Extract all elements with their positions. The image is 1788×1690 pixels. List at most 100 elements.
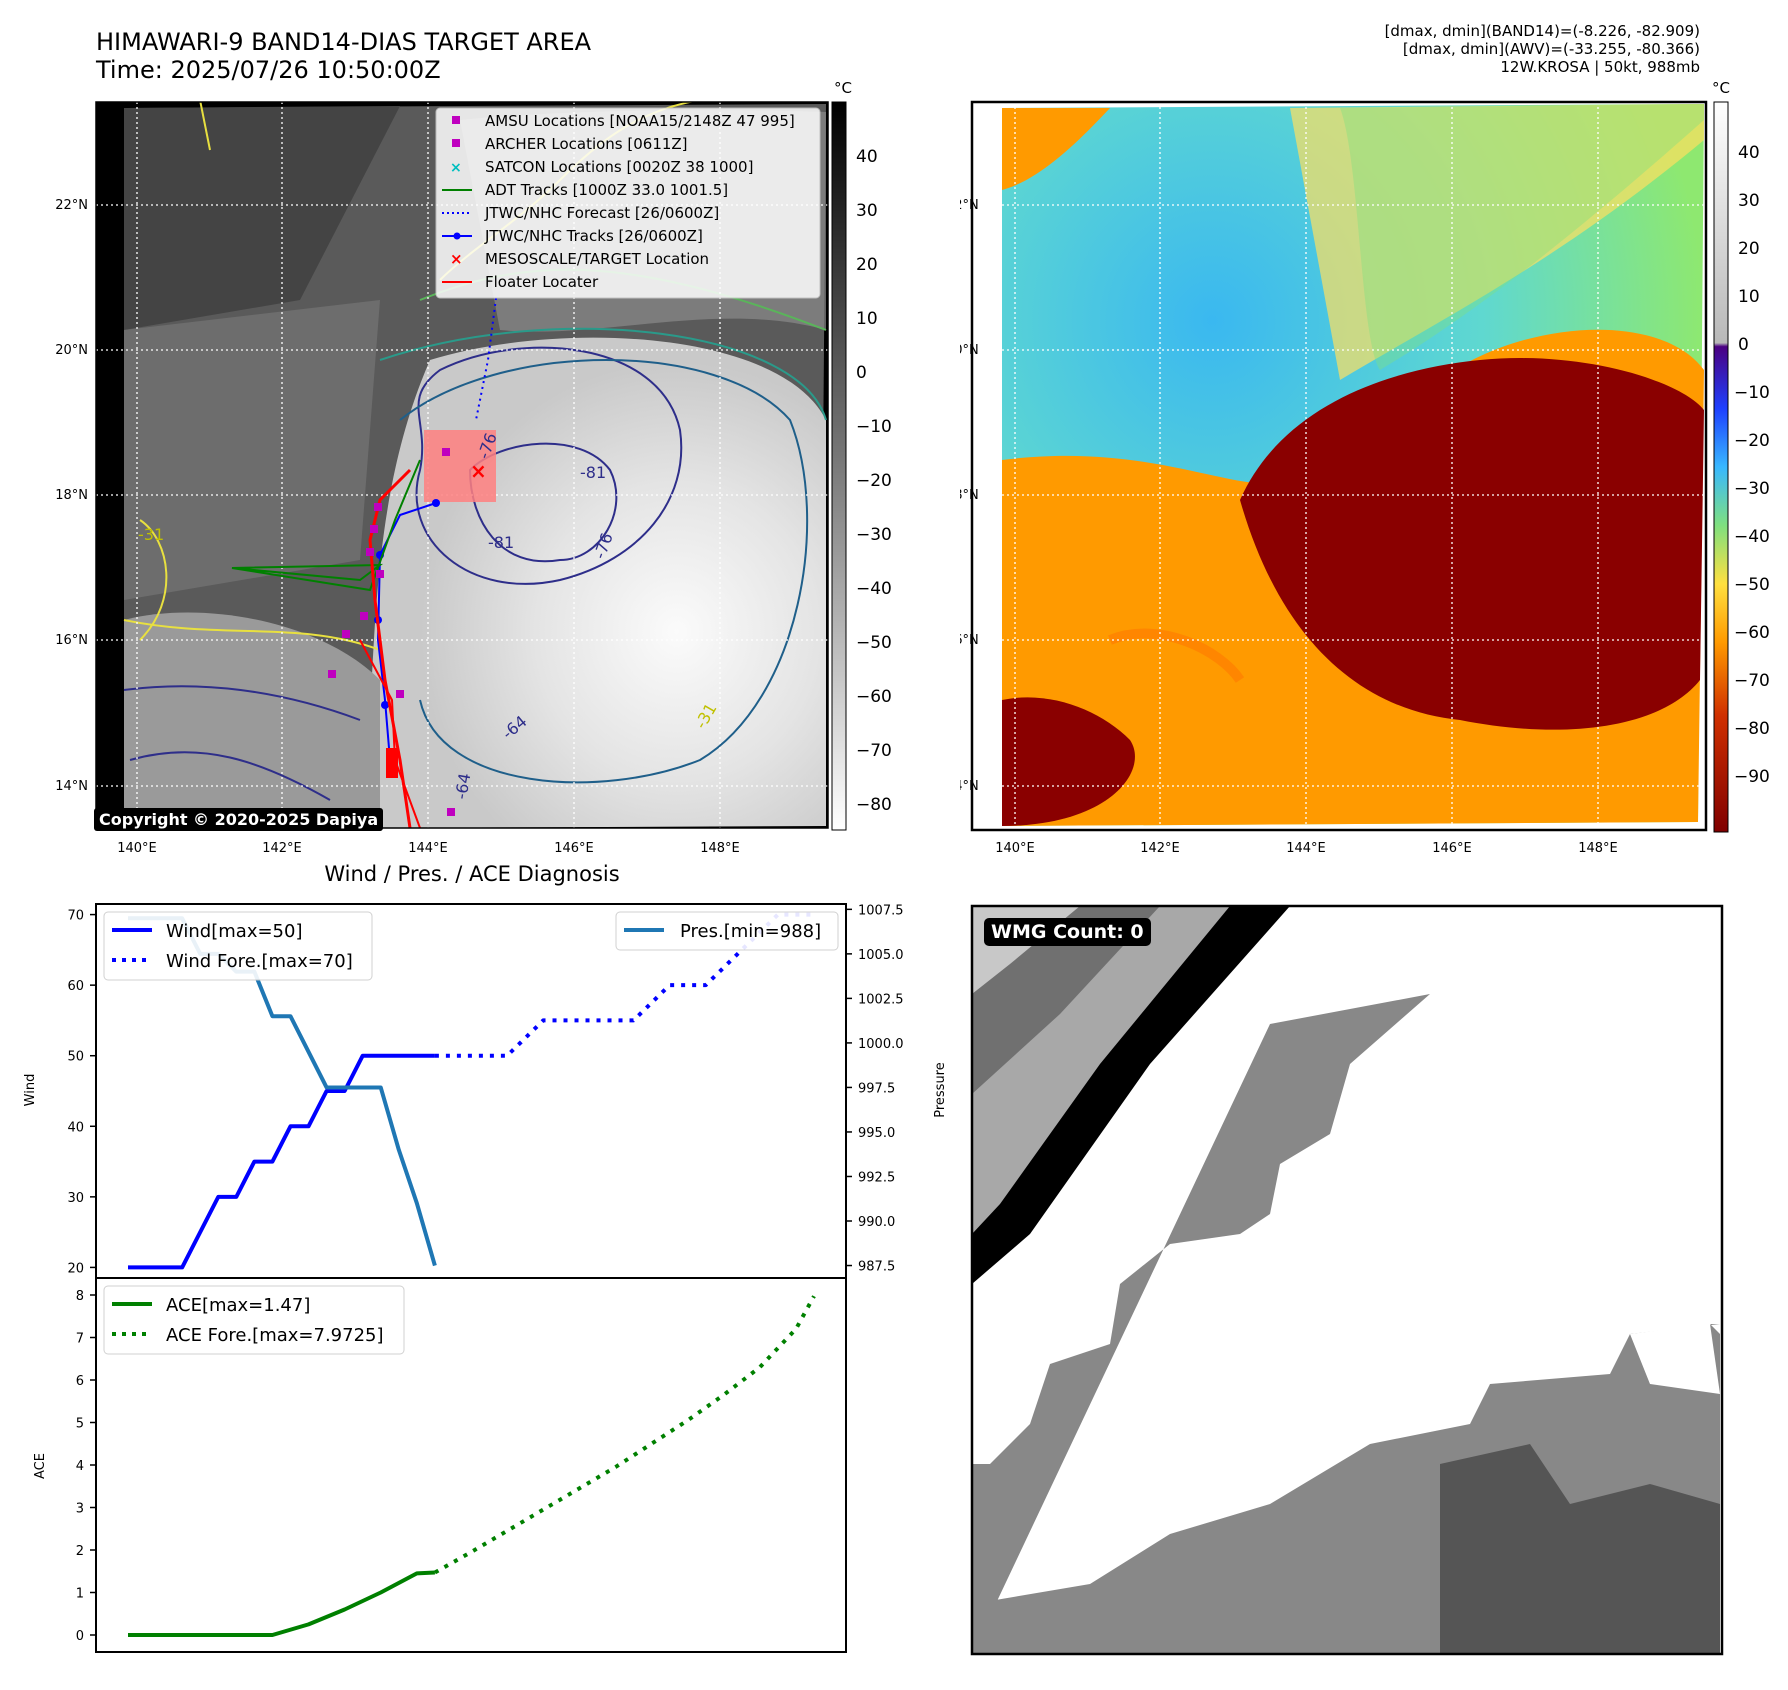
storm-info: 12W.KROSA | 50kt, 988mb xyxy=(1500,58,1700,76)
svg-text:−80: −80 xyxy=(1734,719,1770,739)
svg-text:-64: -64 xyxy=(451,772,474,801)
svg-text:20: 20 xyxy=(856,255,878,275)
svg-text:×: × xyxy=(450,250,463,268)
floater-track xyxy=(368,468,412,828)
pressure-tick-label: 987.5 xyxy=(858,1260,895,1275)
ace-tick-label: 1 xyxy=(76,1587,84,1602)
ace-tick-label: 7 xyxy=(76,1332,84,1347)
svg-text:0: 0 xyxy=(1738,335,1749,355)
svg-text:30: 30 xyxy=(1738,191,1760,211)
awv-map-panel: 22°N 20°N 18°N 16°N 14°N 140°E 142°E 144… xyxy=(960,80,1770,856)
svg-text:−30: −30 xyxy=(1734,479,1770,499)
map-legend: AMSU Locations [NOAA15/2148Z 47 995] ARC… xyxy=(435,107,821,299)
svg-text:−80: −80 xyxy=(856,795,892,815)
ace-tick-label: 2 xyxy=(76,1544,84,1559)
stats-info: [dmax, dmin](BAND14)=(-8.226, -82.909) [… xyxy=(1385,22,1700,76)
svg-text:144°E: 144°E xyxy=(1286,841,1326,856)
pressure-tick-label: 1000.0 xyxy=(858,1037,904,1052)
wind-tick-label: 50 xyxy=(67,1050,84,1065)
legend-ace: ACE[max=1.47] xyxy=(166,1295,310,1316)
svg-text:14°N: 14°N xyxy=(960,779,979,794)
series-line-0 xyxy=(128,1053,435,1270)
svg-text:142°E: 142°E xyxy=(1140,841,1180,856)
legend-amsu: AMSU Locations [NOAA15/2148Z 47 995] xyxy=(485,112,795,130)
svg-text:146°E: 146°E xyxy=(554,841,594,856)
wind-legend: Wind[max=50] Wind Fore.[max=70] xyxy=(103,911,373,981)
svg-text:148°E: 148°E xyxy=(700,841,740,856)
wind-tick-label: 30 xyxy=(67,1191,84,1206)
svg-text:−60: −60 xyxy=(1734,623,1770,643)
legend-pressure: Pres.[min=988] xyxy=(680,921,821,942)
svg-text:−70: −70 xyxy=(856,741,892,761)
ir-colorbar-ticks: 40 30 20 10 0 −10 −20 −30 −40 −50 −60 −7… xyxy=(856,147,892,815)
svg-text:−20: −20 xyxy=(1734,431,1770,451)
svg-text:148°E: 148°E xyxy=(1578,841,1618,856)
ir-colorbar-unit: °C xyxy=(834,79,852,97)
legend-wind: Wind[max=50] xyxy=(166,921,303,942)
pressure-tick-label: 1002.5 xyxy=(858,992,904,1007)
svg-text:142°E: 142°E xyxy=(262,841,302,856)
legend-adt: ADT Tracks [1000Z 33.0 1001.5] xyxy=(485,181,728,199)
svg-text:−90: −90 xyxy=(1734,767,1770,787)
pressure-tick-label: 990.0 xyxy=(858,1215,895,1230)
legend-target: MESOSCALE/TARGET Location xyxy=(485,250,709,268)
legend-forecast: JTWC/NHC Forecast [26/0600Z] xyxy=(484,204,719,222)
svg-text:-81: -81 xyxy=(580,463,606,482)
left-lon-labels: 140°E 142°E 144°E 146°E 148°E xyxy=(117,841,740,856)
svg-text:22°N: 22°N xyxy=(960,198,979,213)
ace-series-line-1 xyxy=(433,1295,816,1575)
svg-text:40: 40 xyxy=(856,147,878,167)
svg-text:20°N: 20°N xyxy=(55,343,88,358)
svg-text:−50: −50 xyxy=(1734,575,1770,595)
ace-series-line-0 xyxy=(128,1570,435,1637)
left-lat-labels: 22°N 20°N 18°N 16°N 14°N xyxy=(55,198,88,794)
title-line-1: HIMAWARI-9 BAND14-DIAS TARGET AREA xyxy=(96,28,592,56)
best-track xyxy=(376,502,437,761)
pressure-tick-label: 997.5 xyxy=(858,1081,895,1096)
pressure-tick-label: 1007.5 xyxy=(858,903,904,918)
svg-text:146°E: 146°E xyxy=(1432,841,1472,856)
svg-text:−10: −10 xyxy=(1734,383,1770,403)
svg-text:20°N: 20°N xyxy=(960,343,979,358)
svg-text:×: × xyxy=(450,160,462,176)
target-marker: × xyxy=(470,459,487,483)
svg-text:30: 30 xyxy=(856,201,878,221)
pressure-tick-label: 1005.0 xyxy=(858,948,904,963)
svg-text:-31: -31 xyxy=(138,525,164,544)
diagnosis-chart: 203040506070987.5990.0992.5995.0997.5100… xyxy=(23,903,944,1653)
ace-tick-label: 6 xyxy=(76,1374,84,1389)
ace-tick-label: 5 xyxy=(76,1417,84,1432)
legend-archer: ARCHER Locations [0611Z] xyxy=(485,135,688,153)
band14-range: [dmax, dmin](BAND14)=(-8.226, -82.909) xyxy=(1384,22,1700,40)
svg-text:22°N: 22°N xyxy=(55,198,88,213)
wind-tick-label: 40 xyxy=(67,1120,84,1135)
svg-text:16°N: 16°N xyxy=(55,633,88,648)
svg-text:18°N: 18°N xyxy=(55,488,88,503)
right-gridlines xyxy=(972,102,1706,830)
svg-text:14°N: 14°N xyxy=(55,779,88,794)
target-area-box xyxy=(424,430,496,502)
pressure-axis-label: Pressure xyxy=(933,1062,944,1118)
awv-colorbar-ticks: 40 30 20 10 0 −10 −20 −30 −40 −50 −60 −7… xyxy=(1734,143,1770,787)
wind-tick-label: 20 xyxy=(67,1261,84,1276)
svg-text:−10: −10 xyxy=(856,417,892,437)
svg-text:−30: −30 xyxy=(856,525,892,545)
legend-floater: Floater Locater xyxy=(485,273,599,291)
pressure-tick-label: 995.0 xyxy=(858,1126,895,1141)
svg-text:0: 0 xyxy=(856,363,867,383)
right-lon-labels: 140°E 142°E 144°E 146°E 148°E xyxy=(995,841,1618,856)
pressure-tick-label: 992.5 xyxy=(858,1170,895,1185)
ace-legend: ACE[max=1.47] ACE Fore.[max=7.9725] xyxy=(103,1285,405,1355)
svg-text:40: 40 xyxy=(1738,143,1760,163)
legend-wind-fore: Wind Fore.[max=70] xyxy=(166,951,353,972)
svg-text:−50: −50 xyxy=(856,633,892,653)
svg-text:−40: −40 xyxy=(856,579,892,599)
ace-tick-label: 3 xyxy=(76,1502,84,1517)
wmg-count-badge: WMG Count: 0 xyxy=(984,918,1151,946)
awv-colorbar-unit: °C xyxy=(1712,80,1730,97)
ir-colorbar xyxy=(831,101,847,831)
svg-text:−20: −20 xyxy=(856,471,892,491)
svg-text:10: 10 xyxy=(856,309,878,329)
svg-text:−60: −60 xyxy=(856,687,892,707)
title-line-2: Time: 2025/07/26 10:50:00Z xyxy=(96,56,441,84)
